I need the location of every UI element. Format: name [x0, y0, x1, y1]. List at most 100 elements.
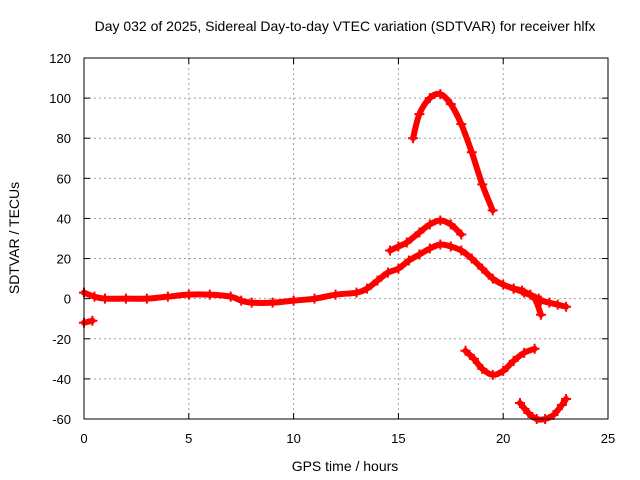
x-tick-label: 20	[496, 431, 510, 446]
data-point	[330, 289, 341, 300]
data-point	[401, 237, 412, 248]
data-point	[267, 297, 278, 308]
y-axis-label: SDTVAR / TECUs	[6, 182, 22, 294]
series-line	[410, 90, 496, 214]
data-point	[487, 205, 498, 216]
data-point	[309, 293, 320, 304]
data-point	[487, 273, 498, 284]
data-point	[508, 283, 519, 294]
data-point	[445, 241, 456, 252]
data-point	[556, 399, 567, 410]
data-point	[236, 295, 247, 306]
data-point	[361, 283, 372, 294]
x-tick-label: 0	[80, 431, 87, 446]
x-tick-label: 5	[185, 431, 192, 446]
data-point	[393, 241, 404, 252]
data-point	[403, 255, 414, 266]
y-tick-label: -20	[52, 332, 71, 347]
y-tick-label: 120	[49, 51, 71, 66]
data-point	[544, 297, 555, 308]
data-point	[561, 301, 572, 312]
chart-title: Day 032 of 2025, Sidereal Day-to-day VTE…	[95, 18, 596, 34]
data-point	[508, 355, 519, 366]
series-early-segment	[79, 315, 98, 328]
data-point	[424, 219, 435, 230]
data-point	[225, 291, 236, 302]
data-point	[385, 245, 396, 256]
data-point	[525, 289, 536, 300]
series-line	[516, 395, 570, 423]
data-point	[204, 289, 215, 300]
series-fragment-near-21h	[508, 283, 544, 304]
data-point	[246, 297, 257, 308]
series-line	[81, 241, 544, 318]
data-point	[99, 293, 110, 304]
data-point	[498, 279, 509, 290]
data-point	[552, 299, 563, 310]
data-point	[435, 239, 446, 250]
data-point	[183, 289, 194, 300]
data-point	[498, 365, 509, 376]
series-upper-arc	[385, 215, 467, 256]
data-point	[435, 89, 446, 100]
data-point	[351, 287, 362, 298]
data-point	[535, 309, 546, 320]
data-point	[141, 293, 152, 304]
data-point	[519, 347, 530, 358]
y-tick-label: 60	[57, 171, 71, 186]
data-point	[529, 343, 540, 354]
data-point	[477, 179, 488, 190]
data-point	[445, 219, 456, 230]
data-point	[466, 147, 477, 158]
data-point	[535, 295, 546, 306]
data-point	[382, 267, 393, 278]
data-point	[435, 215, 446, 226]
data-point	[456, 229, 467, 240]
data-point	[87, 315, 98, 326]
y-tick-label: 0	[64, 292, 71, 307]
y-tick-label: -40	[52, 372, 71, 387]
data-point	[477, 263, 488, 274]
data-point	[414, 109, 425, 120]
y-tick-label: 20	[57, 252, 71, 267]
data-point	[162, 291, 173, 302]
data-point	[89, 291, 100, 302]
data-point	[466, 253, 477, 264]
data-point	[288, 295, 299, 306]
data-point	[523, 407, 534, 418]
data-point	[548, 409, 559, 420]
data-point	[120, 293, 131, 304]
x-tick-label: 25	[601, 431, 615, 446]
data-point	[487, 369, 498, 380]
y-tick-label: -60	[52, 412, 71, 427]
data-point	[514, 397, 525, 408]
data-point	[414, 227, 425, 238]
series-tail-segment	[535, 295, 572, 312]
data-point	[414, 249, 425, 260]
data-point	[477, 363, 488, 374]
data-point	[393, 263, 404, 274]
data-series	[79, 89, 572, 424]
y-tick-label: 100	[49, 91, 71, 106]
data-point	[561, 393, 572, 404]
series-low-arc	[460, 343, 540, 380]
data-point	[445, 99, 456, 110]
x-axis-label: GPS time / hours	[292, 458, 399, 474]
data-point	[424, 243, 435, 254]
axis-ticks: 0 5 10 15 20 25 -60 -40 -20 0 20 40 60 80 100 120	[49, 51, 615, 446]
data-point	[456, 245, 467, 256]
x-tick-label: 15	[391, 431, 405, 446]
data-point	[456, 119, 467, 130]
y-tick-label: 80	[57, 131, 71, 146]
series-main-trace	[79, 239, 546, 320]
data-point	[460, 345, 471, 356]
data-point	[468, 353, 479, 364]
grid	[84, 58, 608, 419]
data-point	[408, 133, 419, 144]
x-tick-label: 10	[286, 431, 300, 446]
data-point	[517, 285, 528, 296]
data-point	[372, 275, 383, 286]
data-point	[424, 93, 435, 104]
y-tick-label: 40	[57, 211, 71, 226]
